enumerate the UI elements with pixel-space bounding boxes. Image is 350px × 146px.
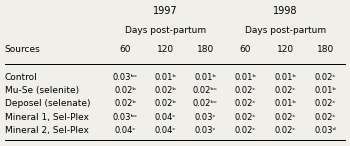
Text: 180: 180 bbox=[197, 45, 214, 54]
Text: 0.01ᵇ: 0.01ᵇ bbox=[154, 73, 176, 81]
Text: 1997: 1997 bbox=[153, 6, 178, 16]
Text: 0.04ᶜ: 0.04ᶜ bbox=[115, 126, 136, 135]
Text: 0.02ᵇ: 0.02ᵇ bbox=[154, 86, 176, 95]
Text: Mu-Se (selenite): Mu-Se (selenite) bbox=[5, 86, 79, 95]
Text: Days post-partum: Days post-partum bbox=[245, 26, 326, 35]
Text: 0.02ᶜ: 0.02ᶜ bbox=[315, 99, 336, 108]
Text: 0.02ᶜ: 0.02ᶜ bbox=[315, 113, 336, 122]
Text: 0.02ᶜ: 0.02ᶜ bbox=[234, 99, 256, 108]
Text: 0.03ᵈ: 0.03ᵈ bbox=[314, 126, 336, 135]
Text: 0.01ᵇ: 0.01ᵇ bbox=[274, 73, 296, 81]
Text: Deposel (selenate): Deposel (selenate) bbox=[5, 99, 90, 108]
Text: 0.03ᵇᶜ: 0.03ᵇᶜ bbox=[113, 73, 138, 81]
Text: 120: 120 bbox=[157, 45, 174, 54]
Text: 120: 120 bbox=[277, 45, 294, 54]
Text: 0.02ᵇ: 0.02ᵇ bbox=[114, 99, 136, 108]
Text: 0.01ᵇ: 0.01ᵇ bbox=[234, 73, 256, 81]
Text: Sources: Sources bbox=[5, 45, 41, 54]
Text: 0.02ᶜ: 0.02ᶜ bbox=[234, 86, 256, 95]
Text: Days post-partum: Days post-partum bbox=[125, 26, 206, 35]
Text: 0.02ᶜ: 0.02ᶜ bbox=[234, 113, 256, 122]
Text: 0.01ᵇ: 0.01ᵇ bbox=[194, 73, 216, 81]
Text: 60: 60 bbox=[120, 45, 131, 54]
Text: 0.01ᵇ: 0.01ᵇ bbox=[314, 86, 336, 95]
Text: 0.04ᶜ: 0.04ᶜ bbox=[155, 113, 176, 122]
Text: 0.04ᶜ: 0.04ᶜ bbox=[155, 126, 176, 135]
Text: 0.02ᵇ: 0.02ᵇ bbox=[114, 86, 136, 95]
Text: 0.02ᵇᶜ: 0.02ᵇᶜ bbox=[193, 86, 218, 95]
Text: 0.02ᶜ: 0.02ᶜ bbox=[315, 73, 336, 81]
Text: Mineral 1, Sel-Plex: Mineral 1, Sel-Plex bbox=[5, 113, 89, 122]
Text: Control: Control bbox=[5, 73, 37, 81]
Text: 0.02ᶜ: 0.02ᶜ bbox=[274, 126, 296, 135]
Text: 0.02ᶜ: 0.02ᶜ bbox=[274, 113, 296, 122]
Text: 180: 180 bbox=[316, 45, 334, 54]
Text: 0.01ᵇ: 0.01ᵇ bbox=[274, 99, 296, 108]
Text: 0.02ᵇᶜ: 0.02ᵇᶜ bbox=[193, 99, 218, 108]
Text: 0.03ᶜ: 0.03ᶜ bbox=[195, 113, 216, 122]
Text: 0.03ᶜ: 0.03ᶜ bbox=[195, 126, 216, 135]
Text: Mineral 2, Sel-Plex: Mineral 2, Sel-Plex bbox=[5, 126, 89, 135]
Text: 0.02ᵇ: 0.02ᵇ bbox=[154, 99, 176, 108]
Text: 0.02ᶜ: 0.02ᶜ bbox=[274, 86, 296, 95]
Text: 0.03ᵇᶜ: 0.03ᵇᶜ bbox=[113, 113, 138, 122]
Text: 60: 60 bbox=[239, 45, 251, 54]
Text: 1998: 1998 bbox=[273, 6, 298, 16]
Text: 0.02ᶜ: 0.02ᶜ bbox=[234, 126, 256, 135]
